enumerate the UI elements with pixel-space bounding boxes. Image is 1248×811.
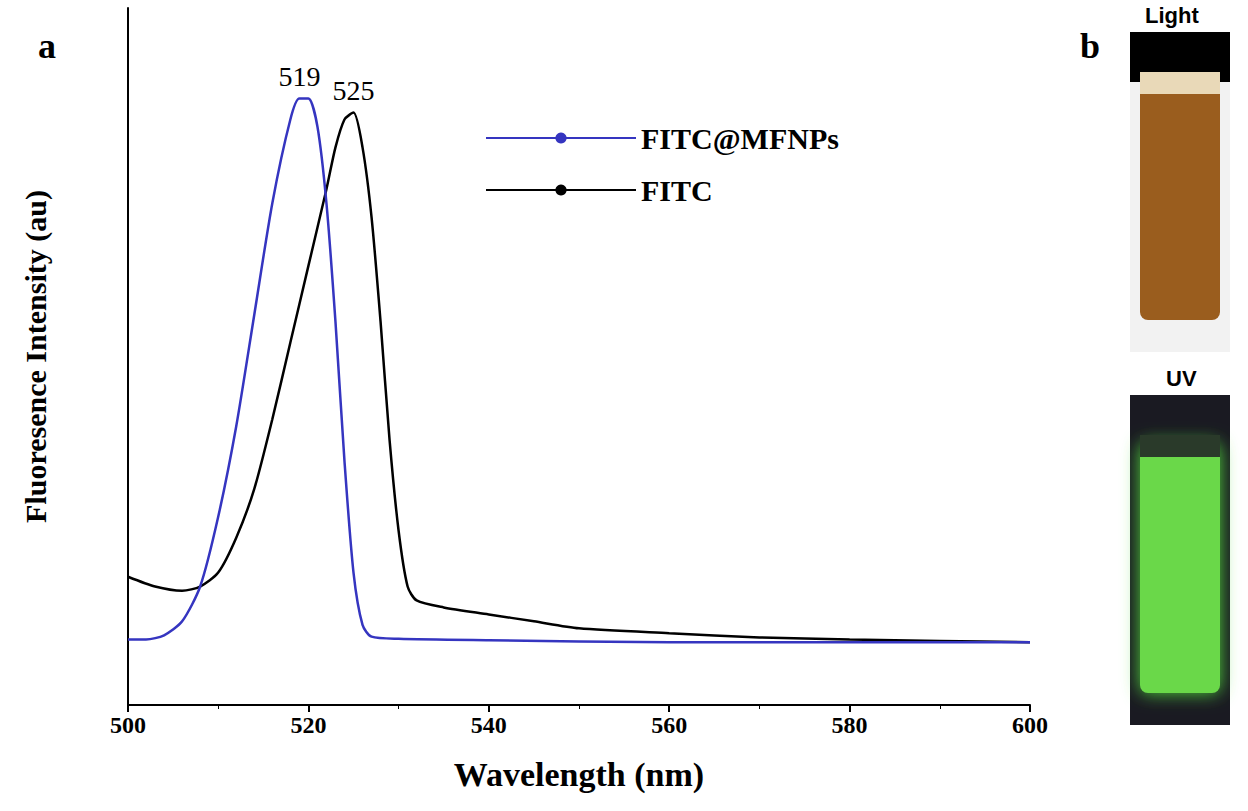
svg-text:520: 520 (290, 712, 326, 738)
svg-text:540: 540 (471, 712, 507, 738)
svg-text:Wavelength (nm): Wavelength (nm) (454, 756, 704, 794)
svg-text:Fluoresence Intensity (au): Fluoresence Intensity (au) (19, 190, 53, 523)
svg-text:600: 600 (1012, 712, 1048, 738)
svg-text:b: b (1080, 26, 1100, 66)
svg-text:560: 560 (651, 712, 687, 738)
svg-text:525: 525 (333, 75, 375, 106)
svg-text:580: 580 (832, 712, 868, 738)
svg-text:a: a (38, 26, 56, 66)
svg-text:FITC: FITC (641, 174, 713, 207)
svg-text:500: 500 (110, 712, 146, 738)
svg-text:FITC@MFNPs: FITC@MFNPs (641, 122, 839, 155)
svg-text:519: 519 (278, 61, 320, 92)
svg-text:UV: UV (1166, 366, 1197, 391)
svg-text:Light: Light (1145, 3, 1199, 28)
